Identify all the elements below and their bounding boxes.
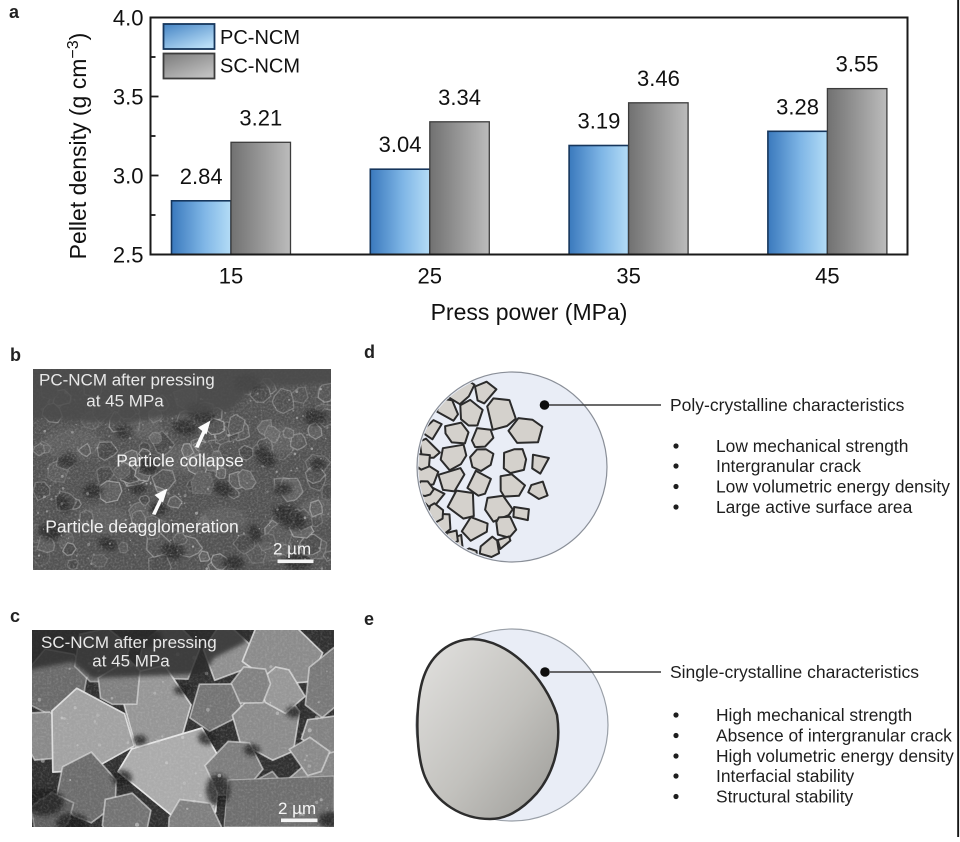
svg-text:3.55: 3.55 [836,52,879,77]
svg-text:2.5: 2.5 [113,243,144,268]
svg-text:PC-NCM: PC-NCM [220,27,300,49]
svg-text:at 45 MPa: at 45 MPa [92,652,170,671]
svg-text:2 µm: 2 µm [278,799,316,818]
svg-text:Particle collapse: Particle collapse [116,451,243,471]
svg-text:Pellet density (g cm−3): Pellet density (g cm−3) [65,33,91,260]
svg-text:45: 45 [815,264,839,289]
svg-text:3.46: 3.46 [637,66,680,91]
svg-text:4.0: 4.0 [113,6,144,31]
svg-text:3.5: 3.5 [113,85,144,110]
svg-text:SC-NCM: SC-NCM [220,56,300,78]
svg-text:3.0: 3.0 [113,164,144,189]
svg-text:3.04: 3.04 [379,132,422,157]
svg-text:Large active surface area: Large active surface area [716,497,913,517]
svg-text:SC-NCM after pressing: SC-NCM after pressing [41,633,217,652]
svg-text:3.34: 3.34 [438,85,481,110]
svg-text:High volumetric energy density: High volumetric energy density [716,746,954,766]
svg-text:25: 25 [418,264,442,289]
svg-text:Intergranular crack: Intergranular crack [716,456,861,476]
svg-text:Poly-crystalline characteristi: Poly-crystalline characteristics [670,395,905,415]
svg-text:at 45 MPa: at 45 MPa [86,392,164,411]
svg-text:15: 15 [219,264,243,289]
svg-text:a: a [9,2,20,22]
svg-text:Low volumetric energy density: Low volumetric energy density [716,477,950,497]
svg-text:e: e [364,609,374,629]
svg-text:High mechanical strength: High mechanical strength [716,705,912,725]
svg-text:d: d [364,342,375,362]
svg-text:Interfacial stability: Interfacial stability [716,766,855,786]
svg-text:3.28: 3.28 [776,94,819,119]
svg-text:b: b [10,345,21,365]
svg-text:3.21: 3.21 [239,105,282,130]
svg-text:PC-NCM after pressing: PC-NCM after pressing [39,371,215,390]
svg-text:Particle deagglomeration: Particle deagglomeration [45,517,239,537]
svg-text:c: c [10,606,20,626]
svg-text:Absence of intergranular crack: Absence of intergranular crack [716,726,952,746]
svg-text:Low mechanical strength: Low mechanical strength [716,436,908,456]
svg-text:3.19: 3.19 [577,109,620,134]
svg-text:2.84: 2.84 [180,164,223,189]
svg-text:35: 35 [616,264,640,289]
svg-text:Press power (MPa): Press power (MPa) [431,299,628,325]
svg-text:Single-crystalline characteris: Single-crystalline characteristics [670,662,919,682]
svg-text:2 µm: 2 µm [273,540,311,559]
svg-text:Structural stability: Structural stability [716,787,854,807]
